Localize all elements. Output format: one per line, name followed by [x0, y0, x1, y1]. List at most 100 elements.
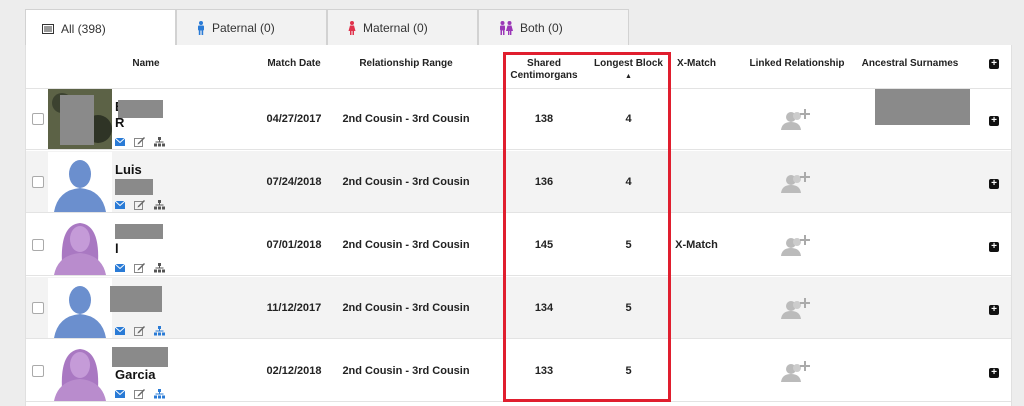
family-tree-icon[interactable] — [154, 200, 165, 210]
note-edit-icon[interactable] — [134, 200, 145, 210]
x-match — [669, 340, 724, 402]
add-linked-relationship-icon[interactable] — [766, 214, 826, 276]
note-edit-icon[interactable] — [134, 263, 145, 273]
match-action-icons — [115, 326, 165, 336]
match-date: 07/24/2018 — [266, 176, 322, 188]
expand-row-icon[interactable]: + — [989, 116, 999, 126]
message-icon[interactable] — [115, 327, 125, 335]
message-icon[interactable] — [115, 201, 125, 209]
message-icon[interactable] — [115, 138, 125, 146]
female-avatar-icon[interactable] — [48, 215, 112, 275]
table-row: Luis 07/24/2018 2nd Cousin - 3rd Cousin … — [26, 151, 1011, 213]
list-icon — [42, 23, 54, 34]
col-relationship-range[interactable]: Relationship Range — [359, 58, 453, 69]
family-tree-icon[interactable] — [154, 137, 165, 147]
female-person-icon — [348, 21, 356, 35]
match-date: 02/12/2018 — [266, 365, 322, 377]
add-linked-relationship-icon[interactable] — [766, 340, 826, 402]
table-row: S l 07/01/2018 2nd Cousin - 3rd Cousin 1… — [26, 214, 1011, 276]
col-shared-cm-line1: Shared — [527, 58, 561, 69]
tab-paternal[interactable]: Paternal (0) — [176, 9, 327, 46]
longest-block: 4 — [625, 113, 632, 125]
col-match-date[interactable]: Match Date — [267, 58, 321, 69]
table-header: Name Match Date Relationship Range Share… — [26, 45, 1011, 89]
relationship-range: 2nd Cousin - 3rd Cousin — [342, 365, 470, 377]
table-row: 11/12/2017 2nd Cousin - 3rd Cousin 134 5… — [26, 277, 1011, 339]
tab-both[interactable]: Both (0) — [478, 9, 629, 46]
tab-both-label: Both (0) — [520, 21, 563, 35]
match-action-icons — [115, 200, 165, 210]
match-name-line2[interactable]: R — [115, 115, 125, 130]
row-select-checkbox[interactable] — [32, 302, 44, 314]
relationship-range: 2nd Cousin - 3rd Cousin — [342, 302, 470, 314]
col-x-match[interactable]: X-Match — [677, 58, 716, 69]
row-select-checkbox[interactable] — [32, 239, 44, 251]
shared-centimorgans: 138 — [534, 113, 554, 125]
family-tree-icon[interactable] — [154, 326, 165, 336]
tab-maternal-label: Maternal (0) — [363, 21, 428, 35]
male-avatar-icon[interactable] — [48, 152, 112, 212]
redacted-name-block — [118, 100, 163, 118]
col-name[interactable]: Name — [132, 58, 160, 69]
row-select-checkbox[interactable] — [32, 176, 44, 188]
message-icon[interactable] — [115, 264, 125, 272]
match-name-line2[interactable]: Garcia — [115, 367, 156, 382]
profile-photo[interactable] — [48, 89, 112, 149]
match-date: 04/27/2017 — [266, 113, 322, 125]
message-icon[interactable] — [115, 390, 125, 398]
female-avatar-icon[interactable] — [48, 341, 112, 401]
redacted-name-block — [110, 286, 162, 312]
expand-all-icon[interactable]: + — [989, 59, 999, 69]
couple-icon — [499, 21, 513, 35]
x-match — [669, 151, 724, 213]
male-avatar-icon[interactable] — [48, 278, 112, 338]
note-edit-icon[interactable] — [134, 389, 145, 399]
redacted-name-block — [112, 347, 168, 367]
col-linked-relationship[interactable]: Linked Relationship — [749, 58, 845, 69]
relationship-range: 2nd Cousin - 3rd Cousin — [342, 239, 470, 251]
sort-ascending-icon: ▲ — [625, 73, 632, 80]
table-row: B R 04/27/2017 2nd Cousin - 3rd Cousin 1… — [26, 88, 1011, 150]
add-linked-relationship-icon[interactable] — [766, 277, 826, 339]
relationship-range: 2nd Cousin - 3rd Cousin — [342, 176, 470, 188]
shared-centimorgans: 134 — [534, 302, 554, 314]
longest-block: 5 — [625, 302, 632, 314]
shared-centimorgans: 145 — [534, 239, 554, 251]
expand-row-icon[interactable]: + — [989, 179, 999, 189]
tab-all[interactable]: All (398) — [25, 9, 176, 47]
expand-row-icon[interactable]: + — [989, 242, 999, 252]
col-shared-cm-line2: Centimorgans — [510, 70, 578, 81]
col-longest-block[interactable]: Longest Block — [594, 58, 663, 69]
tab-all-label: All (398) — [61, 21, 106, 36]
x-match: X-Match — [675, 239, 718, 251]
shared-centimorgans: 136 — [534, 176, 554, 188]
match-name-line2[interactable]: l — [115, 241, 119, 256]
longest-block: 5 — [625, 239, 632, 251]
row-select-checkbox[interactable] — [32, 365, 44, 377]
match-name-line1[interactable]: Luis — [115, 162, 142, 177]
family-tree-icon[interactable] — [154, 389, 165, 399]
redacted-surnames-block — [875, 89, 970, 125]
tab-paternal-label: Paternal (0) — [212, 21, 275, 35]
x-match — [669, 88, 724, 150]
male-person-icon — [197, 21, 205, 35]
col-ancestral-surnames[interactable]: Ancestral Surnames — [861, 58, 959, 69]
match-date: 11/12/2017 — [266, 302, 322, 314]
tab-maternal[interactable]: Maternal (0) — [327, 9, 478, 46]
note-edit-icon[interactable] — [134, 326, 145, 336]
redacted-name-block — [115, 224, 163, 239]
match-date: 07/01/2018 — [266, 239, 322, 251]
expand-row-icon[interactable]: + — [989, 368, 999, 378]
note-edit-icon[interactable] — [134, 137, 145, 147]
expand-row-icon[interactable]: + — [989, 305, 999, 315]
family-tree-icon[interactable] — [154, 263, 165, 273]
match-list-panel: Name Match Date Relationship Range Share… — [25, 45, 1012, 406]
add-linked-relationship-icon[interactable] — [766, 151, 826, 213]
col-shared-cm[interactable]: Shared Centimorgans — [504, 58, 584, 82]
add-linked-relationship-icon[interactable] — [766, 88, 826, 150]
shared-centimorgans: 133 — [534, 365, 554, 377]
relationship-range: 2nd Cousin - 3rd Cousin — [342, 113, 470, 125]
row-select-checkbox[interactable] — [32, 113, 44, 125]
x-match — [669, 277, 724, 339]
table-row: Garcia 02/12/2018 2nd Cousin - 3rd Cousi… — [26, 340, 1011, 402]
